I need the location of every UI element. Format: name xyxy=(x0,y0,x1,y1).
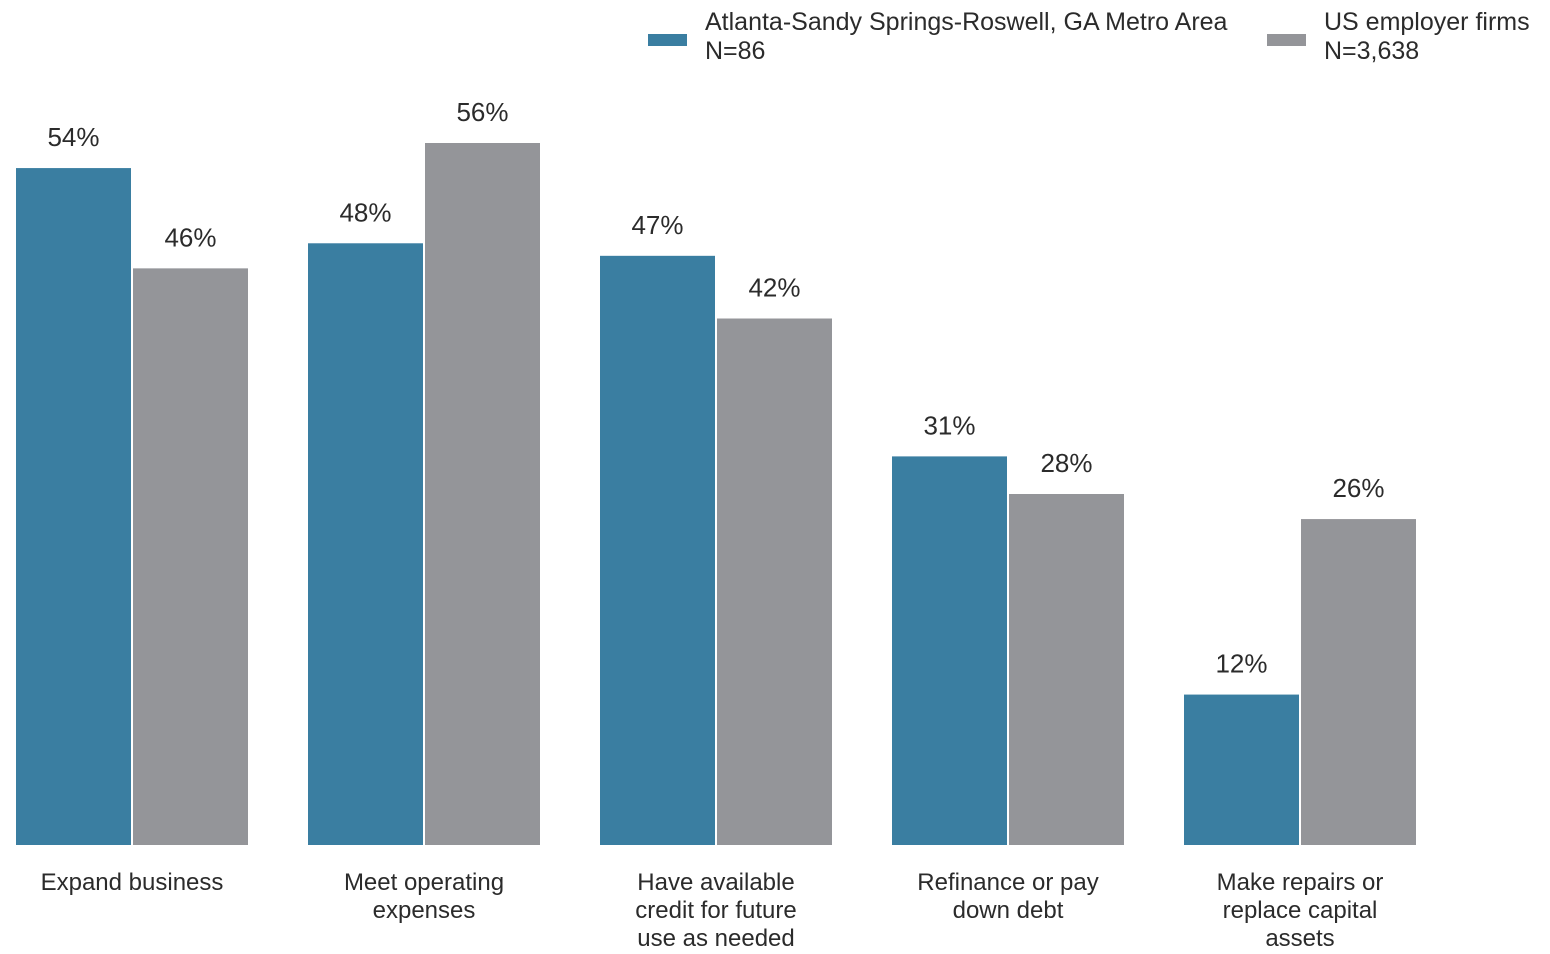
bar-series2-cat1 xyxy=(133,268,248,845)
category-label-line: Meet operating xyxy=(344,869,504,896)
legend-name-series2: US employer firms xyxy=(1324,8,1530,36)
category-label-line: replace capital xyxy=(1223,897,1378,924)
value-label-series1-cat2: 48% xyxy=(339,197,391,227)
legend-swatch-series2 xyxy=(1267,34,1306,46)
bar-series1-cat3 xyxy=(600,255,715,846)
category-label-3: Have available credit for future use as ne… xyxy=(635,869,796,949)
category-label-line: assets xyxy=(1265,925,1334,949)
bar-series2-cat3 xyxy=(717,318,832,845)
legend-name-series1: Atlanta-Sandy Springs-Roswell, GA Metro … xyxy=(705,8,1228,36)
category-label-line: Have available xyxy=(637,869,794,896)
value-label-series2-cat4: 28% xyxy=(1040,448,1092,478)
bar-series1-cat4 xyxy=(892,456,1007,845)
category-label-line: credit for future xyxy=(635,897,796,924)
legend-note-series2: N=3,638 xyxy=(1324,37,1419,65)
value-label-series1-cat1: 54% xyxy=(47,122,99,152)
value-label-series1-cat5: 12% xyxy=(1215,649,1267,679)
category-label-line: use as needed xyxy=(637,925,794,949)
value-labels: 54% 48% 47% 31% 12% 46% 56% 42% 28% 26% xyxy=(47,97,1384,679)
category-label-line: Make repairs or xyxy=(1217,869,1384,896)
value-label-series1-cat3: 47% xyxy=(631,210,683,240)
bar-series2-cat4 xyxy=(1009,494,1124,845)
category-label-line: down debt xyxy=(953,897,1064,924)
bars xyxy=(16,143,1416,846)
value-label-series1-cat4: 31% xyxy=(923,410,975,440)
value-label-series2-cat5: 26% xyxy=(1332,473,1384,503)
bar-series1-cat1 xyxy=(16,168,131,846)
value-label-series2-cat1: 46% xyxy=(164,222,216,252)
bar-series2-cat2 xyxy=(425,143,540,845)
value-label-series2-cat2: 56% xyxy=(456,97,508,127)
category-labels: Expand business Meet operating expenses Hav… xyxy=(41,869,1384,952)
bar-series1-cat5 xyxy=(1184,694,1299,845)
value-label-series2-cat3: 42% xyxy=(748,273,800,303)
legend-swatch-series1 xyxy=(648,34,687,46)
legend-note-series1: N=86 xyxy=(705,37,765,65)
category-label-1: Expand business xyxy=(41,869,224,896)
category-label-4: Refinance or pay down debt xyxy=(917,869,1098,924)
category-label-2: Meet operating expenses xyxy=(344,869,504,924)
category-label-line: Refinance or pay xyxy=(917,869,1098,896)
bar-series1-cat2 xyxy=(308,243,423,846)
legend: Atlanta-Sandy Springs-Roswell, GA Metro … xyxy=(648,8,1530,65)
category-label-line: Expand business xyxy=(41,869,224,896)
category-label-5: Make repairs or replace capital assets xyxy=(1217,869,1384,949)
bar-series2-cat5 xyxy=(1301,519,1416,845)
category-label-line: expenses xyxy=(373,897,476,924)
